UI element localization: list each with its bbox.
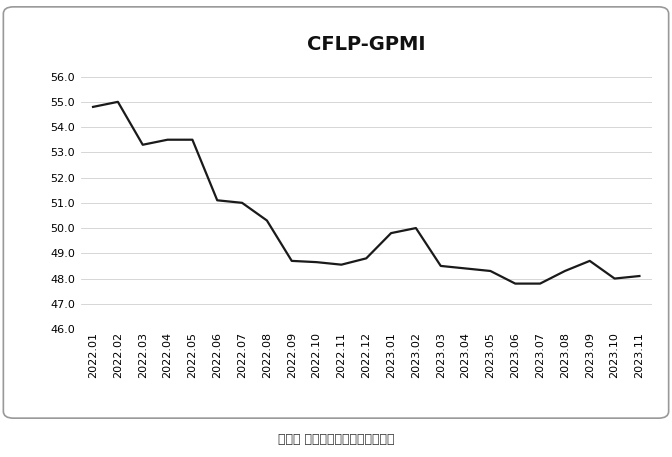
Title: CFLP-GPMI: CFLP-GPMI bbox=[307, 35, 425, 54]
Text: 来源： 中国物流与采购联合会网站: 来源： 中国物流与采购联合会网站 bbox=[278, 433, 394, 446]
